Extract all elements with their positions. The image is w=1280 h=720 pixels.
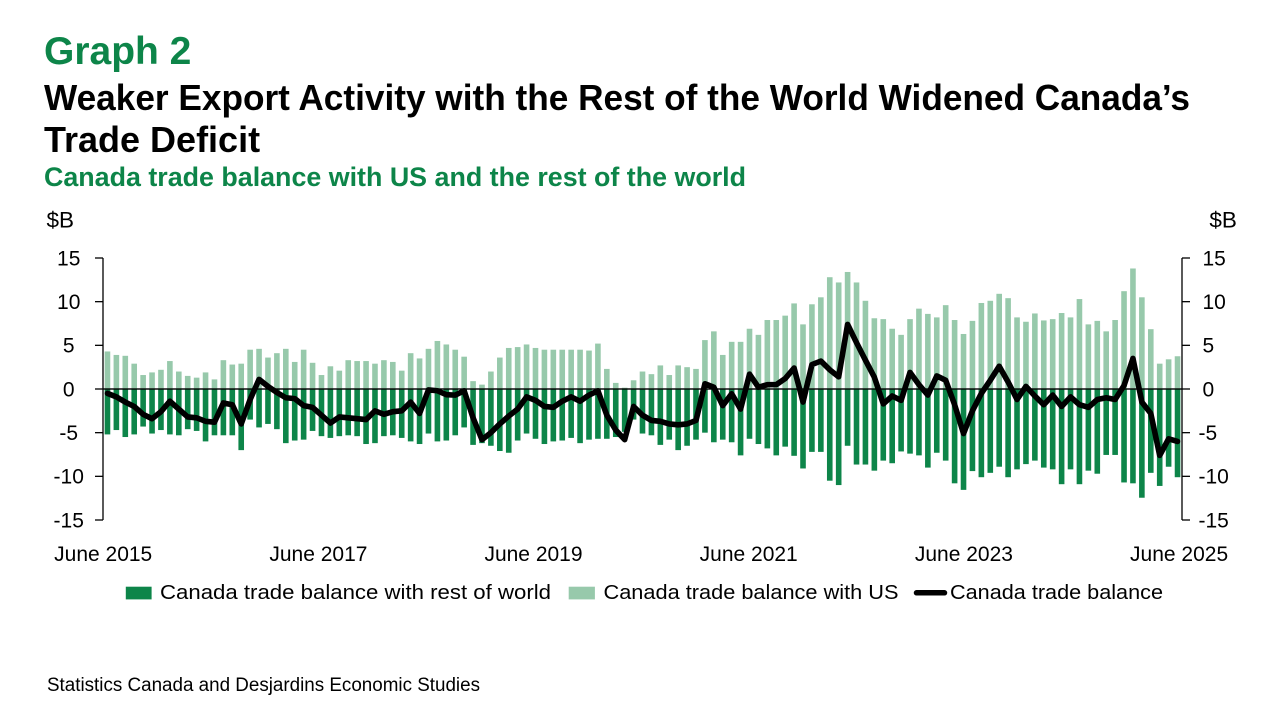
svg-text:0: 0 xyxy=(1203,378,1215,401)
svg-text:0: 0 xyxy=(63,378,75,401)
svg-text:10: 10 xyxy=(57,291,80,314)
svg-text:-15: -15 xyxy=(54,509,84,532)
svg-text:Trade Deficit: Trade Deficit xyxy=(44,119,260,160)
svg-text:June 2019: June 2019 xyxy=(484,543,582,566)
svg-text:Graph 2: Graph 2 xyxy=(44,30,191,73)
svg-text:15: 15 xyxy=(1203,247,1226,270)
svg-text:5: 5 xyxy=(63,335,75,358)
svg-text:Canada trade balance with US a: Canada trade balance with US and the res… xyxy=(44,162,746,192)
svg-text:June 2015: June 2015 xyxy=(54,543,152,566)
svg-text:June 2021: June 2021 xyxy=(700,543,798,566)
svg-text:Canada trade balance: Canada trade balance xyxy=(950,581,1163,604)
svg-text:$B: $B xyxy=(1209,208,1237,233)
svg-text:15: 15 xyxy=(57,247,80,270)
svg-text:-10: -10 xyxy=(1199,466,1229,489)
svg-text:Canada trade balance with rest: Canada trade balance with rest of world xyxy=(160,581,551,604)
svg-text:June 2017: June 2017 xyxy=(269,543,367,566)
svg-text:-5: -5 xyxy=(1199,422,1218,445)
svg-text:Weaker Export Activity with th: Weaker Export Activity with the Rest of … xyxy=(44,77,1190,118)
svg-text:Statistics Canada and Desjardi: Statistics Canada and Desjardins Economi… xyxy=(47,675,480,696)
svg-text:5: 5 xyxy=(1203,335,1215,358)
svg-text:-10: -10 xyxy=(54,466,84,489)
svg-text:-5: -5 xyxy=(59,422,78,445)
svg-text:June 2025: June 2025 xyxy=(1130,543,1228,566)
svg-text:$B: $B xyxy=(47,208,75,233)
svg-text:10: 10 xyxy=(1203,291,1226,314)
svg-text:Canada trade balance with US: Canada trade balance with US xyxy=(604,581,899,604)
svg-text:-15: -15 xyxy=(1199,509,1229,532)
svg-text:June 2023: June 2023 xyxy=(915,543,1013,566)
